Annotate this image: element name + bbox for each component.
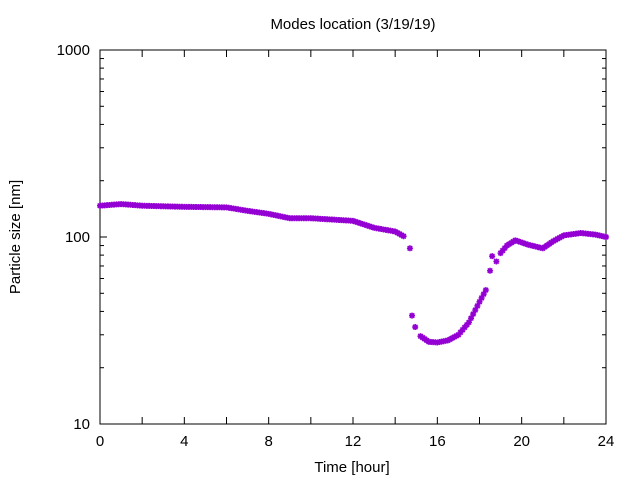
data-point	[472, 307, 479, 314]
tick-labels: 0 4 8 12 16 20 24 10 100 1000	[57, 42, 615, 450]
data-point	[493, 258, 500, 265]
data-points	[97, 201, 609, 346]
data-point	[465, 319, 472, 326]
data-point	[478, 294, 485, 301]
x-tick-label: 20	[513, 433, 530, 450]
x-tick-label: 16	[429, 433, 446, 450]
data-point	[476, 298, 483, 305]
data-point	[463, 321, 470, 328]
x-axis-label: Time [hour]	[314, 459, 389, 476]
data-point	[474, 302, 481, 309]
y-tick-label: 10	[73, 416, 90, 433]
y-tick-label: 100	[65, 229, 90, 246]
x-tick-label: 4	[180, 433, 188, 450]
data-point	[409, 312, 416, 319]
x-tick-label: 12	[345, 433, 362, 450]
data-point	[455, 331, 462, 338]
y-tick-label: 1000	[57, 42, 90, 59]
data-point	[412, 324, 419, 331]
chart-title: Modes location (3/19/19)	[270, 16, 435, 33]
ticks	[99, 49, 607, 425]
data-point	[497, 250, 504, 257]
data-point	[468, 315, 475, 322]
data-point	[457, 329, 464, 336]
data-point	[487, 267, 494, 274]
data-point	[400, 233, 407, 240]
x-tick-label: 24	[598, 433, 615, 450]
data-point	[470, 311, 477, 318]
data-point	[499, 247, 506, 254]
data-point	[501, 245, 508, 252]
data-point	[489, 253, 496, 260]
data-point	[406, 245, 413, 252]
data-point	[519, 239, 526, 246]
data-point	[603, 234, 609, 240]
data-point	[480, 291, 487, 298]
data-point	[459, 326, 466, 333]
y-axis-label: Particle size [nm]	[7, 180, 24, 294]
data-point	[522, 240, 529, 247]
data-point	[482, 287, 489, 294]
plot-frame	[99, 49, 607, 425]
x-tick-label: 0	[96, 433, 104, 450]
data-point	[512, 237, 519, 244]
data-point	[514, 238, 521, 245]
data-point	[517, 239, 524, 246]
data-point	[461, 324, 468, 331]
x-tick-label: 8	[264, 433, 272, 450]
